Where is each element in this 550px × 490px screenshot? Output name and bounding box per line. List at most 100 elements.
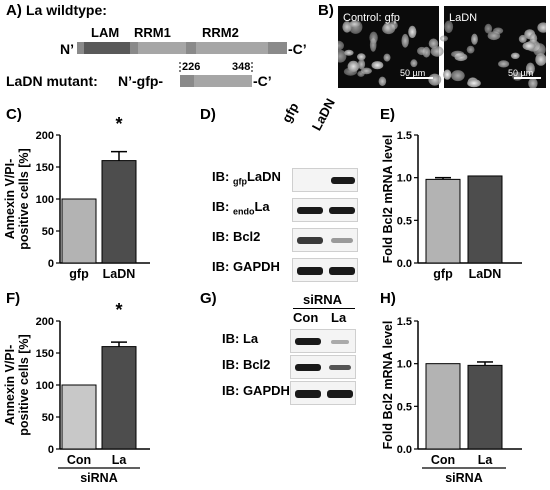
cell: [338, 40, 344, 51]
domain-diagram: N’ -C’ LAM RRM1 RRM2 226 348 LaDN mutant…: [6, 25, 307, 89]
cell: [371, 61, 384, 70]
band-gapdh-lane2: [329, 267, 355, 275]
panel-label-f: F): [6, 290, 21, 307]
blot-gapdh-g: [290, 381, 356, 405]
bar-la: [101, 346, 137, 450]
cell: [401, 33, 409, 48]
y-tick-label: 150: [36, 162, 54, 174]
y-axis-label: Annexin V/PI-: [3, 345, 17, 426]
panel-label-e: E): [380, 106, 395, 123]
x-group-label: siRNA: [445, 471, 483, 485]
mutant-label: LaDN mutant:: [6, 73, 98, 89]
blot-gapdh: [292, 258, 358, 282]
x-tick-label: Con: [431, 453, 455, 467]
cell: [522, 41, 536, 51]
sirna-group-label: siRNA: [303, 292, 343, 307]
x-tick-label: gfp: [69, 267, 89, 281]
band-gapdh-lane1: [297, 267, 323, 275]
y-tick-label: 50: [42, 412, 54, 424]
blot-row-label-bcl2-g: IB: Bcl2: [222, 357, 271, 372]
panel-label-c: C): [6, 106, 22, 123]
y-tick-label: 0: [48, 444, 54, 456]
panel-label-h: H): [380, 290, 396, 307]
scale-label-control: 50 µm: [400, 68, 425, 78]
band-gapdh-g-lane2: [327, 390, 353, 398]
blot-row-ladn-prefix: IB:: [212, 169, 233, 184]
panel-label-g: G): [200, 290, 217, 307]
wildtype-title: La wildtype:: [26, 2, 107, 18]
cell: [383, 53, 391, 62]
x-tick-label: La: [112, 453, 128, 467]
band-bcl2-lane1: [297, 237, 323, 244]
sirna-group-line: [293, 308, 355, 309]
cell: [369, 31, 378, 44]
cell: [417, 46, 427, 56]
scale-label-ladn: 50 µm: [508, 68, 533, 78]
rrm1-domain: [138, 42, 186, 54]
cell: [428, 38, 439, 49]
cell: [525, 62, 535, 75]
micrograph-title-ladn: LaDN: [449, 12, 477, 24]
cell: [484, 23, 493, 34]
blot-row-label-bcl2: IB: Bcl2: [212, 229, 261, 244]
y-tick-label: 200: [36, 316, 54, 328]
x-tick-label: gfp: [433, 267, 453, 281]
rrm1-label: RRM1: [134, 25, 171, 40]
cell: [510, 52, 520, 59]
cell: [430, 46, 444, 57]
cell: [529, 33, 538, 44]
blot-row-label-ladn: IB: gfpLaDN: [212, 169, 281, 187]
cell: [357, 53, 366, 61]
blot-row-endo-subscript: endo: [232, 206, 255, 217]
cell: [444, 20, 454, 33]
micrograph-title-control: Control: gfp: [343, 12, 400, 24]
y-tick-label: 0.0: [397, 258, 412, 270]
blot-endo-la: [292, 198, 358, 222]
cell: [347, 60, 360, 72]
panel-label-d: D): [200, 106, 216, 123]
cell: [528, 77, 538, 88]
y-tick-label: 0.5: [397, 401, 412, 413]
band-bcl2-g-lane1: [295, 364, 321, 371]
lam-label: LAM: [91, 25, 119, 40]
wildtype-n-terminus: N’: [60, 41, 74, 57]
y-tick-label: 1.5: [397, 316, 412, 328]
bar-gfp: [425, 178, 461, 264]
cell: [493, 27, 504, 35]
blot-row-label-gapdh: IB: GAPDH: [212, 259, 280, 274]
cell: [451, 50, 465, 58]
cell: [440, 35, 448, 42]
band-endo-la-lane2: [329, 207, 355, 214]
x-tick-label: La: [478, 453, 494, 467]
cell: [378, 76, 387, 87]
micrograph-control-gfp: Control: gfp 50 µm: [338, 6, 444, 88]
cell: [357, 70, 365, 77]
y-axis-label: Fold Bcl2 mRNA level: [381, 135, 395, 264]
y-tick-label: 0.0: [397, 444, 412, 456]
band-endo-la-lane1: [297, 207, 323, 214]
y-axis-label: positive cells [%]: [17, 148, 31, 249]
rrm2-label: RRM2: [202, 25, 239, 40]
y-tick-label: 1.0: [397, 173, 412, 185]
cell: [443, 69, 452, 80]
bar-ladn: [101, 160, 137, 264]
cell: [451, 70, 465, 82]
blot-row-label-gapdh-g: IB: GAPDH: [222, 383, 290, 398]
mutant-start-residue: 226: [182, 61, 200, 73]
x-tick-label: LaDN: [103, 267, 136, 281]
micrograph-ladn: LaDN 50 µm: [440, 6, 546, 88]
mutant-c-terminus: -C’: [253, 73, 272, 89]
y-tick-label: 0: [48, 258, 54, 270]
y-tick-label: 0.5: [397, 215, 412, 227]
cell: [498, 60, 510, 68]
cells-control: [338, 20, 444, 87]
mutant-rrm2-fragment: [194, 75, 252, 87]
cell: [535, 53, 546, 66]
band-bcl2-lane2: [331, 238, 353, 243]
mutant-end-residue: 348: [232, 61, 250, 73]
cell: [466, 45, 475, 54]
mutant-gfp-prefix: N’-gfp-: [118, 73, 163, 89]
blot-bcl2: [292, 228, 358, 252]
bar-con: [61, 384, 97, 450]
y-tick-label: 200: [36, 130, 54, 142]
